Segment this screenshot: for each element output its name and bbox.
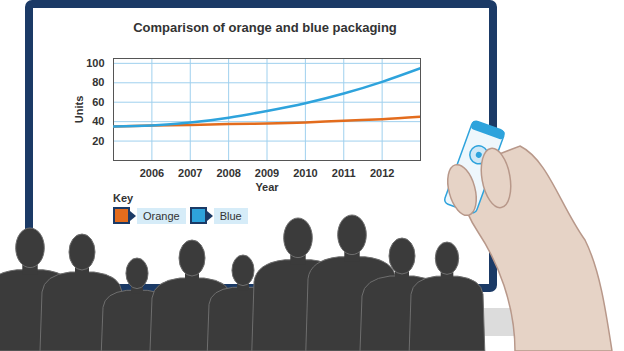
svg-text:2011: 2011 (332, 167, 356, 179)
svg-text:2010: 2010 (293, 167, 317, 179)
svg-text:Units: Units (73, 96, 85, 124)
svg-text:2009: 2009 (255, 167, 279, 179)
svg-text:100: 100 (86, 57, 104, 69)
svg-text:2006: 2006 (140, 167, 164, 179)
svg-text:2008: 2008 (216, 167, 240, 179)
svg-text:20: 20 (92, 135, 104, 147)
svg-text:60: 60 (92, 96, 104, 108)
html-text:Key: Key (113, 192, 134, 204)
html-text:Blue: Blue (219, 209, 242, 222)
svg-text:2012: 2012 (370, 167, 394, 179)
svg-text:80: 80 (92, 76, 104, 88)
html-text:Comparison of orange and blue: Comparison of orange and blue packaging (133, 20, 397, 35)
html-text:Orange: Orange (143, 209, 180, 222)
svg-text:40: 40 (92, 115, 104, 127)
svg-text:2007: 2007 (178, 167, 202, 179)
svg-text:Year: Year (255, 181, 279, 193)
